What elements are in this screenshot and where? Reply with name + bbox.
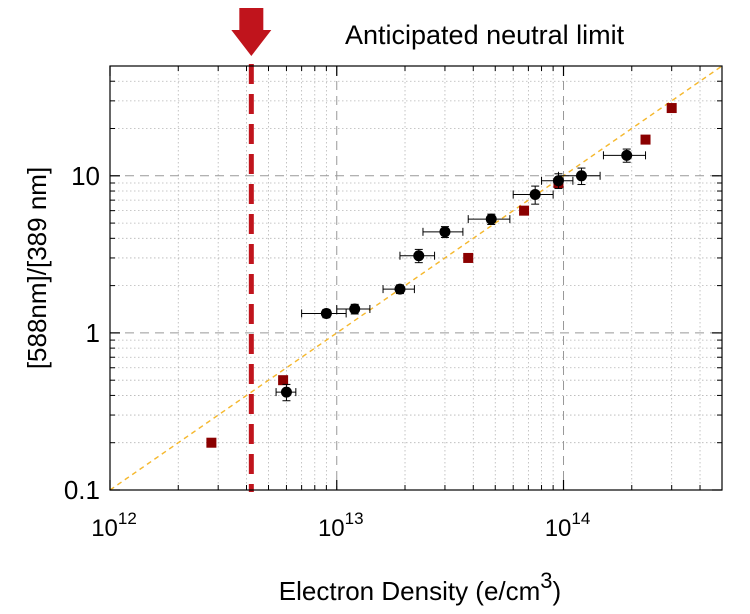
circle-point [575,170,587,182]
square-point [206,437,217,448]
x-axis-label-superscript: 3 [540,568,552,593]
x-tick-label-base: 10 [318,515,345,542]
circle-point [280,386,292,398]
plot-frame [109,65,723,491]
circle-point [529,189,541,201]
circle-point [552,175,564,187]
fit-line [109,65,723,491]
data-points [206,103,677,448]
x-tick-label-exponent: 13 [345,509,364,528]
axis-ticks [109,65,723,491]
square-point [519,205,530,216]
x-axis-label: Electron Density (e/cm3) [279,568,561,606]
x-axis-label-close: ) [553,576,562,606]
square-point [666,103,677,114]
x-tick-label-base: 10 [91,515,118,542]
circle-point [349,303,361,315]
square-point [640,134,651,145]
circle-point [485,213,497,225]
x-tick-label: 1014 [545,509,591,542]
x-tick-label: 1012 [91,509,137,542]
circle-point [413,250,425,262]
x-axis-label-main: Electron Density (e/cm [279,576,541,606]
circle-point [320,307,332,319]
x-tick-label-exponent: 14 [571,509,590,528]
limit-arrow-icon [231,8,272,56]
x-tick-label: 1013 [318,509,364,542]
y-tick-label: 0.1 [64,475,100,505]
circle-point [439,226,451,238]
circle-point [394,283,406,295]
circle-point [621,149,633,161]
square-point [278,375,289,386]
y-axis-label: [588nm]/[389 nm] [22,167,52,369]
x-tick-label-exponent: 12 [118,509,137,528]
square-point [463,252,474,263]
x-tick-label-base: 10 [545,515,572,542]
limit-annotation-label: Anticipated neutral limit [345,20,625,50]
y-tick-label: 10 [71,161,100,191]
y-tick-label: 1 [86,318,100,348]
fit-line-group [109,65,723,491]
